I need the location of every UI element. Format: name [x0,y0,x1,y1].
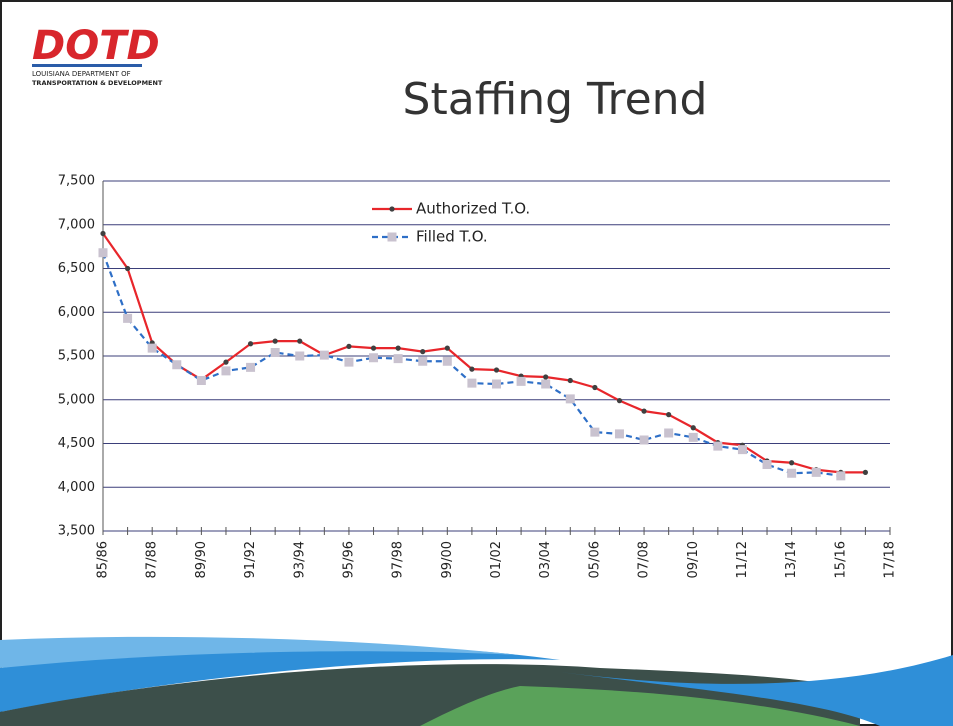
point [492,380,501,389]
x-tick-label: 17/18 [883,541,898,578]
point [445,346,450,351]
point [344,358,353,367]
point [517,377,526,386]
point [100,231,105,236]
x-tick-label: 01/02 [489,541,504,578]
point [592,385,597,390]
x-tick-label: 89/90 [194,541,209,578]
logo-line: LOUISIANA DEPARTMENT OF [32,70,131,78]
point [566,394,575,403]
y-tick-label: 7,500 [58,174,95,189]
y-tick-label: 5,000 [58,392,95,407]
x-tick-label: 87/88 [145,541,160,578]
chart-title: Staffing Trend [403,74,708,125]
point [420,349,425,354]
y-tick-label: 7,000 [58,217,95,232]
point [125,266,130,271]
x-tick-label: 13/14 [784,541,799,578]
y-tick-label: 4,000 [58,480,95,495]
point [346,344,351,349]
point [123,314,132,323]
logo-mark: DOTD [32,23,160,69]
y-tick-label: 4,500 [58,436,95,451]
x-tick-label: 15/16 [833,541,848,578]
point [641,409,646,414]
y-tick-label: 3,500 [58,524,95,539]
point [467,379,476,388]
x-tick-label: 99/00 [440,541,455,578]
y-tick-label: 5,500 [58,349,95,364]
point [148,344,157,353]
legend-label: Filled T.O. [416,228,488,246]
logo-rule [32,64,142,67]
point [371,346,376,351]
point [494,367,499,372]
point [590,428,599,437]
point [691,425,696,430]
x-tick-label: 91/92 [243,541,258,578]
legend-marker [389,206,394,211]
point [689,433,698,442]
point [836,471,845,480]
point [543,374,548,379]
point [789,460,794,465]
point [640,436,649,445]
point [617,398,622,403]
x-tick-label: 85/86 [96,541,111,578]
point [369,353,378,362]
point [541,380,550,389]
point [172,360,181,369]
slide: DOTD LOUISIANA DEPARTMENT OF TRANSPORTAT… [0,0,953,726]
point [273,339,278,344]
point [666,412,671,417]
x-tick-label: 93/94 [292,541,307,578]
y-tick-label: 6,000 [58,305,95,320]
point [568,378,573,383]
point [615,429,624,438]
x-tick-label: 95/96 [341,541,356,578]
point [271,348,280,357]
point [738,445,747,454]
y-tick-label: 6,500 [58,261,95,276]
point [787,469,796,478]
point [221,366,230,375]
point [763,460,772,469]
x-tick-label: 05/06 [587,541,602,578]
point [394,354,403,363]
point [320,351,329,360]
logo-line: TRANSPORTATION & DEVELOPMENT [32,79,163,87]
x-tick-label: 09/10 [686,541,701,578]
x-tick-label: 11/12 [735,541,750,578]
legend-label: Authorized T.O. [416,200,530,218]
point [246,363,255,372]
point [295,352,304,361]
point [664,429,673,438]
x-tick-label: 07/08 [637,541,652,578]
point [713,442,722,451]
x-tick-label: 03/04 [538,541,553,578]
point [443,357,452,366]
point [223,360,228,365]
point [812,468,821,477]
point [297,339,302,344]
point [396,346,401,351]
point [197,376,206,385]
x-tick-label: 97/98 [391,541,406,578]
point [469,367,474,372]
legend-marker [388,233,397,242]
point [418,357,427,366]
point [248,341,253,346]
point [99,248,108,257]
point [863,470,868,475]
